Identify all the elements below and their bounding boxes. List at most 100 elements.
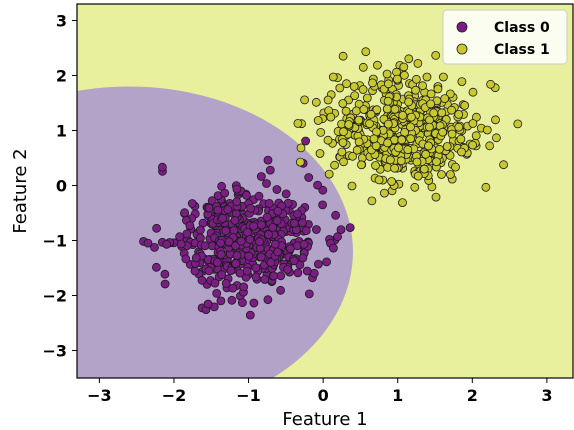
- point-class-0: [237, 298, 247, 308]
- point-class-0: [283, 265, 292, 274]
- point-class-1: [491, 115, 500, 125]
- point-class-0: [185, 221, 195, 231]
- point-class-1: [316, 127, 326, 137]
- point-class-1: [350, 91, 360, 100]
- point-class-1: [406, 112, 416, 122]
- point-class-0: [268, 222, 278, 232]
- point-class-1: [399, 70, 409, 80]
- y-tick-label: 1: [56, 122, 67, 141]
- point-class-0: [232, 197, 242, 207]
- point-class-0: [160, 269, 170, 279]
- x-tick-label: 0: [318, 386, 329, 405]
- point-class-1: [348, 151, 358, 161]
- point-class-1: [358, 62, 368, 72]
- point-class-1: [383, 79, 393, 89]
- point-class-1: [456, 134, 466, 144]
- point-class-0: [257, 220, 266, 230]
- point-class-0: [245, 235, 255, 244]
- point-class-1: [431, 51, 441, 60]
- point-class-1: [356, 160, 366, 170]
- point-class-0: [204, 266, 214, 276]
- y-tick-label: −1: [42, 232, 67, 251]
- point-class-0: [262, 179, 271, 188]
- point-class-1: [468, 140, 478, 150]
- legend-box: [442, 9, 568, 65]
- legend-marker: [456, 43, 468, 55]
- point-class-1: [445, 89, 455, 99]
- y-axis-label: Feature 2: [10, 148, 31, 233]
- point-class-0: [230, 216, 240, 225]
- y-tick-label: −3: [42, 342, 67, 361]
- point-class-1: [387, 177, 397, 186]
- point-class-1: [438, 72, 448, 82]
- point-class-0: [264, 230, 273, 240]
- point-class-0: [232, 184, 242, 194]
- point-class-0: [331, 210, 341, 220]
- point-class-1: [406, 134, 416, 144]
- point-class-0: [251, 263, 261, 273]
- point-class-1: [513, 119, 523, 129]
- point-class-0: [143, 238, 153, 248]
- point-class-1: [435, 144, 444, 154]
- point-class-1: [397, 135, 407, 145]
- point-class-0: [249, 221, 259, 231]
- point-class-1: [451, 162, 460, 172]
- point-class-0: [318, 185, 328, 195]
- y-tick-label: 2: [56, 67, 67, 86]
- point-class-0: [265, 165, 275, 175]
- point-class-0: [217, 181, 227, 191]
- point-class-1: [361, 47, 371, 57]
- point-class-1: [374, 175, 384, 185]
- point-class-0: [210, 278, 220, 288]
- point-class-1: [338, 138, 348, 148]
- point-class-1: [394, 143, 403, 153]
- point-class-1: [481, 182, 491, 192]
- point-class-1: [468, 119, 478, 128]
- point-class-1: [413, 59, 423, 68]
- point-class-1: [482, 125, 492, 135]
- point-class-1: [323, 95, 333, 105]
- point-class-1: [315, 149, 325, 158]
- point-class-1: [440, 94, 450, 103]
- point-class-1: [403, 145, 413, 155]
- point-class-0: [318, 200, 328, 210]
- point-class-0: [333, 232, 343, 242]
- point-class-0: [160, 279, 170, 289]
- point-class-0: [162, 239, 172, 249]
- legend-label: Class 0: [494, 20, 550, 36]
- point-class-0: [251, 272, 261, 282]
- point-class-0: [242, 266, 252, 276]
- point-class-1: [383, 138, 393, 148]
- point-class-1: [379, 188, 389, 198]
- point-class-1: [437, 170, 446, 179]
- point-class-1: [447, 129, 457, 139]
- point-class-0: [180, 208, 190, 218]
- point-class-0: [273, 247, 283, 257]
- point-class-0: [313, 180, 323, 190]
- legend-marker: [456, 21, 468, 33]
- point-class-1: [421, 149, 431, 159]
- point-class-1: [412, 157, 422, 167]
- point-class-1: [390, 104, 400, 114]
- point-class-0: [301, 226, 311, 236]
- x-tick-label: 3: [541, 386, 552, 405]
- point-class-0: [254, 191, 264, 201]
- point-class-1: [354, 137, 364, 147]
- point-class-1: [426, 89, 436, 99]
- point-class-0: [336, 225, 346, 235]
- point-class-1: [422, 72, 432, 82]
- point-class-0: [256, 252, 266, 262]
- point-class-1: [300, 95, 310, 105]
- point-class-0: [285, 244, 295, 254]
- data-points: [139, 47, 523, 320]
- point-class-0: [212, 257, 222, 267]
- point-class-0: [255, 237, 265, 247]
- point-class-0: [272, 185, 282, 194]
- point-class-1: [385, 155, 395, 165]
- point-class-0: [239, 282, 249, 292]
- point-class-1: [371, 161, 380, 170]
- point-class-1: [382, 69, 392, 79]
- point-class-0: [227, 295, 237, 305]
- point-class-1: [438, 127, 448, 137]
- point-class-1: [398, 111, 408, 120]
